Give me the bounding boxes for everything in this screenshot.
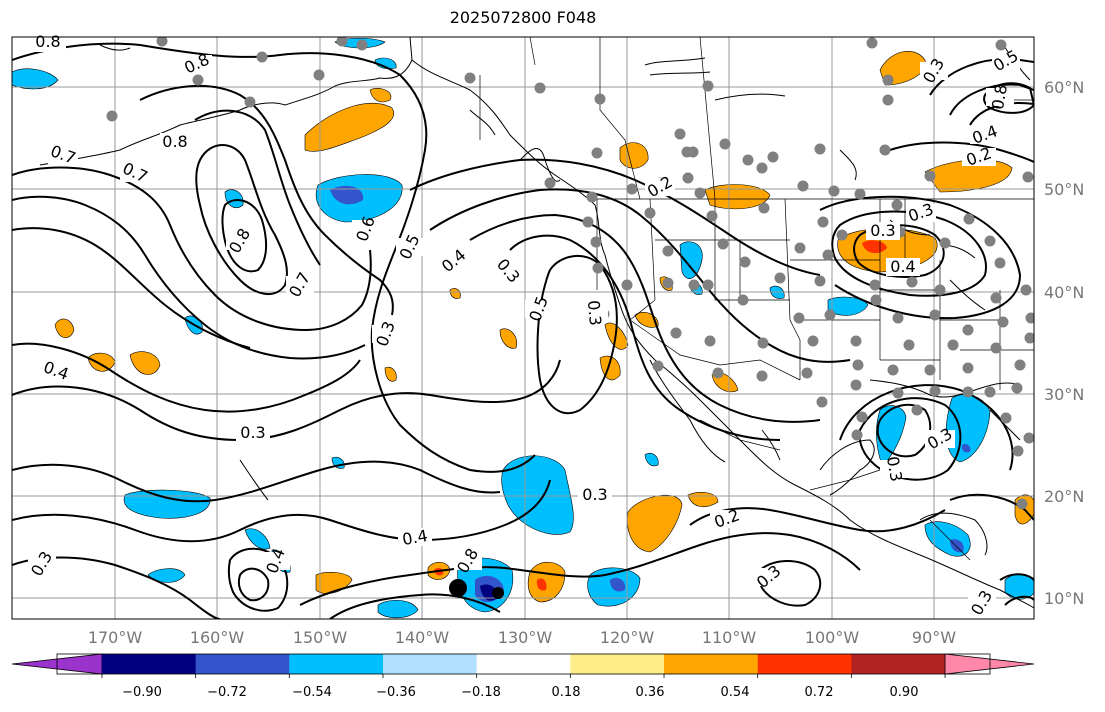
colorbar-segment [476, 654, 571, 674]
colorbar-label: −0.54 [292, 685, 332, 700]
lat-label: 30°N [1044, 385, 1084, 404]
colorbar-segment [570, 654, 665, 674]
lon-label: 130°W [498, 628, 553, 647]
colorbar-frame [56, 653, 991, 675]
colorbar-label: 0.90 [890, 685, 919, 700]
contour-label: 0.3 [870, 221, 895, 240]
lat-label: 40°N [1044, 283, 1084, 302]
colorbar-segment [195, 654, 290, 674]
colorbar-segment [851, 654, 946, 674]
colorbar-segment [382, 654, 478, 674]
colorbar-ticks [101, 674, 946, 678]
colorbar-label: −0.90 [122, 685, 162, 700]
station-markers [106, 37, 1034, 510]
lon-label: 120°W [600, 628, 655, 647]
lat-label: 20°N [1044, 487, 1084, 506]
colorbar-label: −0.72 [207, 685, 247, 700]
colorbar-label: 0.54 [721, 685, 750, 700]
colorbar-label: 0.18 [552, 685, 581, 700]
colorbar-label: 0.36 [636, 685, 665, 700]
contour-label: 0.8 [35, 32, 60, 51]
contour-label: 0.8 [162, 132, 187, 151]
lon-label: 170°W [88, 628, 143, 647]
lat-label: 60°N [1044, 78, 1084, 97]
colorbar-label: 0.72 [805, 685, 834, 700]
contour-lines [12, 42, 1034, 619]
map-frame [11, 36, 1035, 620]
colorbar-extend-max [944, 653, 1035, 675]
colorbar-labels: −0.90 −0.72 −0.54 −0.36 −0.18 0.18 0.36 … [122, 685, 918, 700]
contour-label: 0.3 [240, 423, 265, 442]
black-marker [492, 587, 504, 599]
colorbar-segment [289, 654, 384, 674]
colorbar-segments [11, 653, 1035, 675]
contour-label: 0.8 [988, 83, 1011, 111]
map-canvas [12, 37, 1034, 619]
colorbar-label: −0.36 [376, 685, 416, 700]
contour-label: 0.3 [582, 485, 607, 504]
lon-label: 140°W [395, 628, 450, 647]
colorbar-label: −0.18 [461, 685, 501, 700]
colorbar-segment [664, 654, 759, 674]
contour-label: 0.3 [883, 455, 906, 483]
colorbar: −0.90 −0.72 −0.54 −0.36 −0.18 0.18 0.36 … [11, 653, 1035, 700]
longitude-labels: 170°W 160°W 150°W 140°W 130°W 120°W 110°… [88, 628, 956, 647]
black-marker [449, 579, 467, 597]
plot-title: 2025072800 F048 [449, 8, 597, 27]
lon-label: 100°W [805, 628, 860, 647]
contour-label: 0.4 [890, 257, 915, 276]
lon-label: 110°W [702, 628, 757, 647]
latitude-labels: 60°N 50°N 40°N 30°N 20°N 10°N [1044, 78, 1084, 608]
contour-label: 0.4 [401, 526, 429, 549]
lon-label: 90°W [912, 628, 956, 647]
colorbar-segment [757, 654, 852, 674]
lat-label: 50°N [1044, 180, 1084, 199]
lon-label: 150°W [293, 628, 348, 647]
lon-label: 160°W [190, 628, 245, 647]
contour-label: 0.3 [584, 299, 605, 326]
lat-label: 10°N [1044, 589, 1084, 608]
colorbar-segment [101, 654, 197, 674]
